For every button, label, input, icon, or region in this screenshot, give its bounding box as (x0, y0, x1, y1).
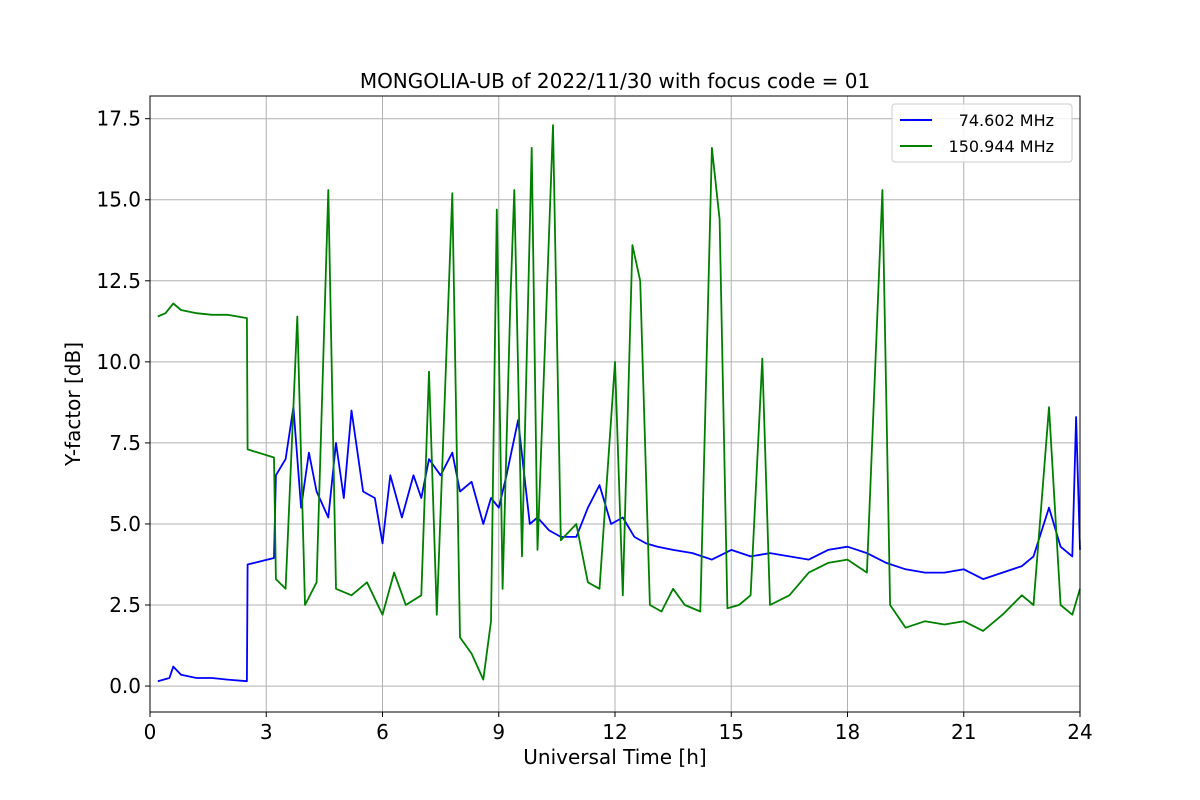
x-tick-label: 0 (144, 720, 157, 744)
x-tick-label: 15 (719, 720, 744, 744)
legend: 74.602 MHz 150.944 MHz (891, 103, 1073, 163)
y-tick-label: 12.5 (96, 269, 141, 293)
chart-title: MONGOLIA-UB of 2022/11/30 with focus cod… (360, 69, 870, 93)
x-tick-label: 9 (492, 720, 505, 744)
x-tick-label: 18 (835, 720, 860, 744)
y-tick-label: 15.0 (96, 188, 141, 212)
x-axis: 0 3 6 9 12 15 18 21 24 (144, 712, 1093, 744)
series-layer (157, 124, 1081, 683)
y-tick-label: 17.5 (96, 107, 141, 131)
y-axis: 0.0 2.5 5.0 7.5 10.0 12.5 15.0 17.5 (96, 107, 150, 698)
y-tick-label: 0.0 (109, 674, 141, 698)
legend-box (891, 103, 1073, 163)
y-tick-label: 10.0 (96, 350, 141, 374)
x-tick-label: 6 (376, 720, 389, 744)
x-tick-label: 24 (1067, 720, 1092, 744)
x-axis-label: Universal Time [h] (523, 745, 706, 769)
legend-label: 150.944 MHz (949, 137, 1054, 156)
series-line-2 (157, 124, 1081, 681)
y-tick-label: 5.0 (109, 512, 141, 536)
x-tick-label: 12 (602, 720, 627, 744)
y-tick-label: 2.5 (109, 593, 141, 617)
y-tick-label: 7.5 (109, 431, 141, 455)
legend-label: 74.602 MHz (959, 111, 1054, 130)
x-tick-label: 21 (951, 720, 976, 744)
x-tick-label: 3 (260, 720, 273, 744)
y-axis-label: Y-factor [dB] (61, 342, 85, 467)
